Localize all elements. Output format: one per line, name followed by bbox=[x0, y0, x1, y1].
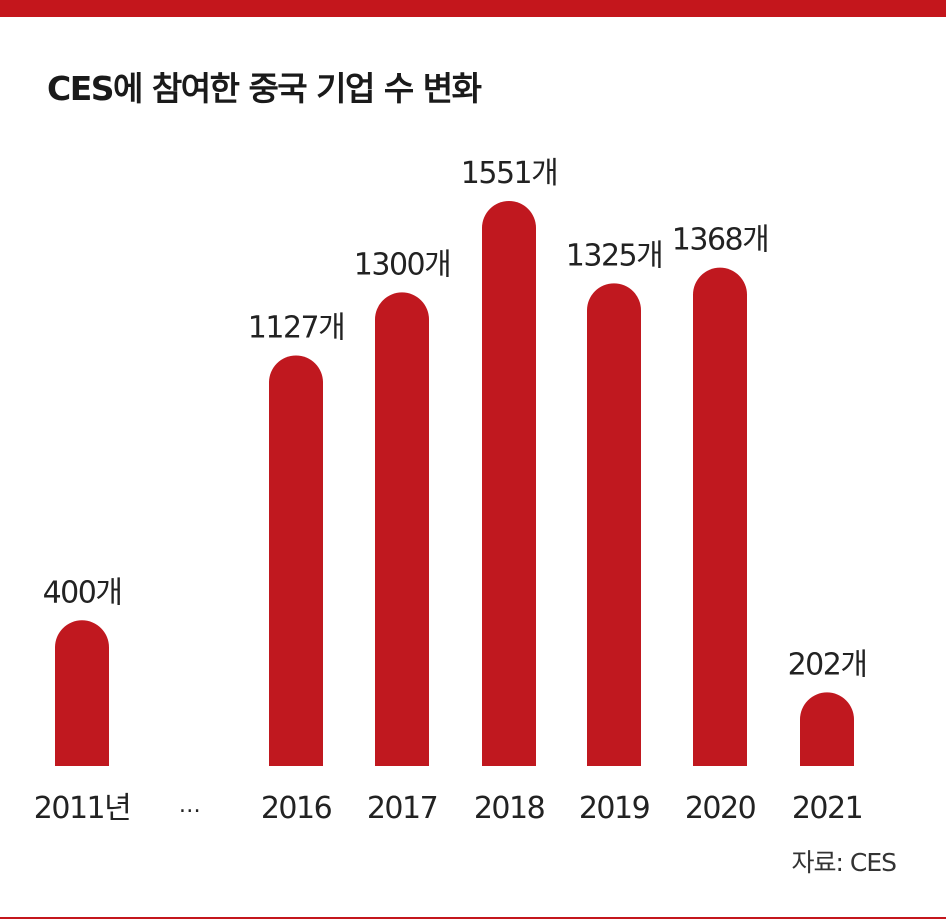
top-accent-bar bbox=[0, 0, 946, 17]
x-tick-label-2021: 2021 bbox=[792, 791, 862, 826]
x-tick-label-2018: 2018 bbox=[474, 791, 545, 826]
bar-2017 bbox=[375, 292, 429, 766]
bar-2016 bbox=[269, 355, 323, 766]
bar-2018 bbox=[482, 201, 536, 766]
bar-2021 bbox=[800, 692, 854, 766]
value-label-2021: 202개 bbox=[788, 647, 867, 682]
x-tick-label-2017: 2017 bbox=[367, 791, 437, 826]
x-tick-label-2020: 2020 bbox=[685, 791, 756, 826]
value-label-2016: 1127개 bbox=[248, 310, 344, 345]
bar-2020 bbox=[693, 267, 747, 766]
bottom-accent-line bbox=[0, 917, 946, 919]
x-tick-label-2011: 2011년 bbox=[34, 791, 130, 826]
value-label-2018: 1551개 bbox=[461, 156, 557, 191]
value-label-2020: 1368개 bbox=[672, 223, 768, 258]
bar-2011 bbox=[55, 620, 109, 766]
value-label-2017: 1300개 bbox=[354, 247, 450, 282]
value-label-2011: 400개 bbox=[43, 575, 122, 610]
chart-title: CES에 참여한 중국 기업 수 변화 bbox=[47, 69, 482, 108]
x-tick-label-ellipsis: … bbox=[179, 793, 200, 818]
source-note: 자료: CES bbox=[791, 848, 897, 877]
x-tick-label-2016: 2016 bbox=[261, 791, 332, 826]
value-label-2019: 1325개 bbox=[566, 238, 662, 273]
x-tick-label-2019: 2019 bbox=[579, 791, 649, 826]
bar-2019 bbox=[587, 283, 641, 766]
